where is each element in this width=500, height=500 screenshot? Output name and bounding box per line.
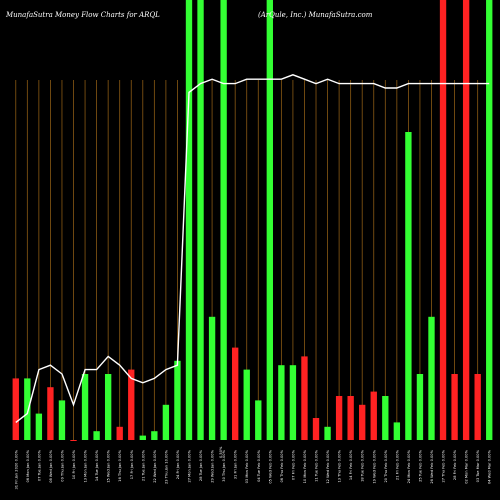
money-flow-line xyxy=(15,74,490,423)
bar xyxy=(220,0,227,440)
x-tick-label: 11 Tue Feb 0.00% xyxy=(315,449,319,482)
bar xyxy=(243,369,250,440)
bar xyxy=(93,431,100,440)
x-tick-label: 08 Wed Jan 0.00% xyxy=(49,449,53,482)
x-tick-label: 10 Fri Jan 0.00% xyxy=(72,449,76,479)
bar xyxy=(416,374,424,440)
bar xyxy=(428,316,435,440)
bar xyxy=(70,440,77,441)
x-tick-label: 22 Wed Jan 0.00% xyxy=(153,449,157,482)
bar xyxy=(232,347,239,440)
x-tick-label: 30 Thu Jan 0.00% xyxy=(222,449,226,481)
bar xyxy=(81,374,89,440)
x-tick-label: 26 Wed Feb 0.00% xyxy=(430,449,434,483)
x-tick-label: 24 Mon Feb 0.00% xyxy=(407,449,411,483)
bar xyxy=(116,426,123,440)
x-tick-label: 21 Fri Feb 0.00% xyxy=(395,449,399,480)
bar xyxy=(393,422,401,440)
x-tick-label: 05 Wed Feb 0.00% xyxy=(268,449,272,483)
bar xyxy=(278,365,285,440)
bar xyxy=(324,426,331,440)
x-tick-label: 06 Mon Jan 0.00% xyxy=(26,449,30,482)
bar-series xyxy=(12,0,493,441)
bar xyxy=(289,365,297,440)
bar xyxy=(312,418,320,440)
bar xyxy=(266,0,273,440)
x-tick-label: 15 Wed Jan 0.00% xyxy=(107,449,111,482)
bar xyxy=(462,0,470,440)
x-tick-label: 03 Mon Feb 0.00% xyxy=(245,449,249,483)
bar xyxy=(174,360,181,440)
bar xyxy=(35,413,43,440)
bar xyxy=(405,132,412,440)
chart-subtitle: (ArQule, Inc.) MunafaSutra.com xyxy=(258,11,373,19)
x-tick-label: 18 Tue Feb 0.00% xyxy=(361,449,365,482)
bar xyxy=(197,0,204,440)
x-tick-label: 03 Tue Mar 0.00% xyxy=(476,449,480,482)
bar xyxy=(208,316,216,440)
x-tick-label: 23 Thu Jan 10.00% xyxy=(164,449,168,484)
x-tick-label: 07 Fri Feb 0.00% xyxy=(291,449,295,480)
x-tick-label: 13 Thu Feb 0.00% xyxy=(338,449,342,482)
x-tick-label: 27 Mon Jan 0.00% xyxy=(187,449,191,482)
x-tick-label: 09 Thu Jan 0.00% xyxy=(60,449,64,481)
x-tick-label: 04 Tue Feb 0.00% xyxy=(257,449,261,482)
bar xyxy=(474,374,481,440)
x-tick-label: 17 Fri Jan 0.00% xyxy=(130,449,134,479)
x-tick-label: 27 Thu Feb 0.00% xyxy=(442,449,446,482)
bar xyxy=(382,396,389,440)
x-tick-label: 20 Thu Feb 0.00% xyxy=(384,449,388,482)
bar xyxy=(301,356,308,440)
bar xyxy=(151,431,158,440)
x-tick-label: 28 Tue Jan 0.00% xyxy=(199,449,203,481)
x-tick-label: 07 Tue Jan 0.00% xyxy=(37,449,41,481)
x-tick-label: 21 Tue Jan 0.00% xyxy=(141,449,145,481)
x-tick-label: 10 Mon Feb 0.00% xyxy=(303,449,307,483)
x-tick-label: 06 Thu Feb 0.00% xyxy=(280,449,284,482)
x-tick-label: 16 Thu Jan 0.00% xyxy=(118,449,122,481)
x-tick-label: 25 Tue Feb 0.00% xyxy=(418,449,422,482)
bar xyxy=(24,378,31,440)
x-tick-label: 29 Wed Jan 0.00% xyxy=(211,449,215,482)
bar xyxy=(486,0,493,440)
x-tick-label: 28 Fri Feb 0.00% xyxy=(453,449,457,480)
x-tick-label: 12 Wed Feb 0.00% xyxy=(326,449,330,483)
x-tick-label: 31 Fri Jan 2020 0.00% xyxy=(14,449,18,489)
bar xyxy=(255,400,262,440)
bar xyxy=(162,404,170,440)
x-tick-labels: 31 Fri Jan 2020 0.00% 06 Mon Jan 0.00% 07 … xyxy=(14,449,491,489)
x-tick-label: 02 Mon Mar 0.00% xyxy=(465,449,469,483)
x-tick-label: 31 Fri Jan 0.00% xyxy=(234,449,238,479)
mid-label: 0.50% xyxy=(219,446,223,458)
bar xyxy=(58,400,66,440)
bar xyxy=(335,396,343,440)
bar xyxy=(128,369,135,440)
bar xyxy=(370,391,377,440)
bar xyxy=(185,0,193,440)
x-tick-label: 04 Wed Mar 0.00% xyxy=(488,449,492,484)
chart-title: MunafaSutra Money Flow Charts for ARQL xyxy=(5,11,160,19)
bar xyxy=(47,387,54,440)
bar xyxy=(12,378,19,440)
x-tick-label: 24 Fri Jan 0.00% xyxy=(176,449,180,479)
bar xyxy=(439,0,447,440)
bar xyxy=(347,396,354,440)
bar xyxy=(104,374,112,440)
x-tick-label: 14 Fri Feb 0.00% xyxy=(349,449,353,480)
bar xyxy=(451,374,458,440)
bar xyxy=(359,404,366,440)
x-tick-label: 19 Wed Feb 0.00% xyxy=(372,449,376,483)
bar xyxy=(139,435,146,440)
x-tick-label: 13 Mon Jan 0.00% xyxy=(84,449,88,482)
x-tick-label: 14 Tue Jan 0.00% xyxy=(95,449,99,481)
